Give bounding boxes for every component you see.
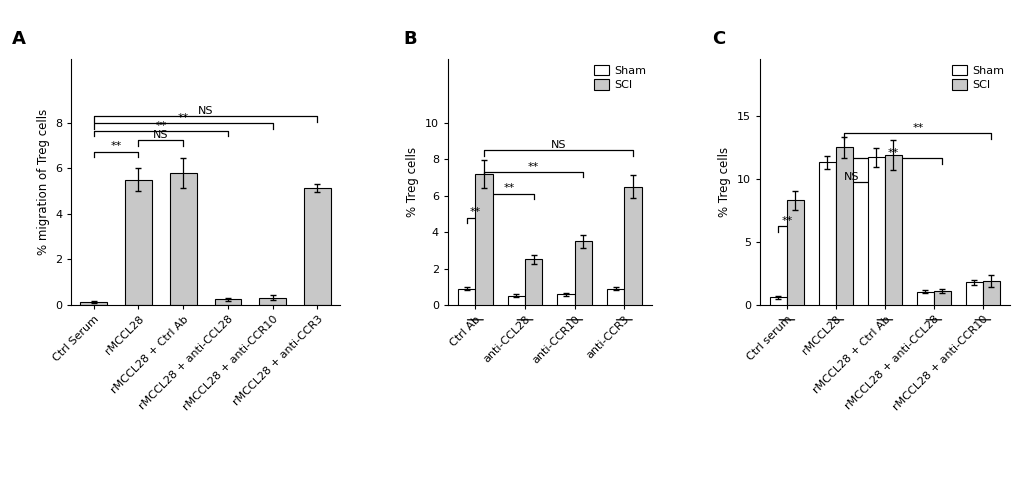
Y-axis label: % migration of Treg cells: % migration of Treg cells <box>37 109 50 255</box>
Text: **: ** <box>470 207 481 217</box>
Text: NS: NS <box>198 106 213 116</box>
Bar <box>169 173 197 305</box>
Bar <box>304 188 330 305</box>
Bar <box>125 180 152 305</box>
Bar <box>458 289 475 305</box>
Text: B: B <box>403 30 417 48</box>
Bar <box>769 298 786 305</box>
Text: **: ** <box>781 216 792 226</box>
Text: **: ** <box>502 184 514 193</box>
Text: A: A <box>12 30 26 48</box>
Bar <box>835 147 852 305</box>
Bar <box>525 259 542 305</box>
Text: **: ** <box>887 148 898 158</box>
Text: **: ** <box>528 161 539 172</box>
Text: **: ** <box>911 123 922 132</box>
Text: NS: NS <box>153 130 168 140</box>
Text: **: ** <box>155 121 166 130</box>
Bar <box>933 291 950 305</box>
Bar <box>507 296 525 305</box>
Bar <box>818 162 835 305</box>
Bar <box>214 299 242 305</box>
Bar <box>556 294 574 305</box>
Bar <box>574 241 591 305</box>
Bar <box>867 157 884 305</box>
Bar <box>81 302 107 305</box>
Bar <box>982 281 999 305</box>
Legend: Sham, SCI: Sham, SCI <box>952 64 1004 90</box>
Legend: Sham, SCI: Sham, SCI <box>593 64 645 90</box>
Text: **: ** <box>110 141 121 151</box>
Bar <box>965 282 982 305</box>
Text: **: ** <box>177 113 189 123</box>
Bar <box>884 155 901 305</box>
Bar <box>259 298 285 305</box>
Bar <box>475 174 492 305</box>
Text: NS: NS <box>843 172 859 182</box>
Bar <box>606 289 624 305</box>
Y-axis label: % Treg cells: % Treg cells <box>717 147 731 217</box>
Text: C: C <box>711 30 725 48</box>
Bar <box>786 200 803 305</box>
Y-axis label: % Treg cells: % Treg cells <box>407 147 419 217</box>
Text: NS: NS <box>550 140 566 150</box>
Bar <box>624 186 641 305</box>
Bar <box>916 292 933 305</box>
